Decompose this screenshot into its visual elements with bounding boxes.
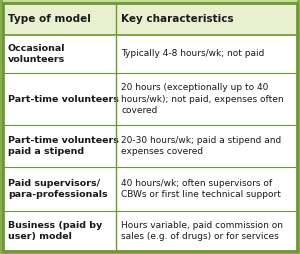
Text: Part-time volunteers
paid a stipend: Part-time volunteers paid a stipend [8, 136, 119, 156]
Text: Key characteristics: Key characteristics [121, 14, 234, 24]
Text: Typically 4-8 hours/wk; not paid: Typically 4-8 hours/wk; not paid [121, 50, 265, 58]
Bar [3, 167, 116, 211]
Bar [3, 0, 297, 3]
Bar [116, 3, 297, 35]
Bar [116, 73, 297, 125]
Text: Paid supervisors/
para-professionals: Paid supervisors/ para-professionals [8, 179, 108, 199]
Bar [3, 125, 116, 167]
Text: 40 hours/wk; often supervisors of
CBWs or first line technical support: 40 hours/wk; often supervisors of CBWs o… [121, 179, 281, 199]
Bar [116, 125, 297, 167]
Bar [116, 167, 297, 211]
Text: Hours variable, paid commission on
sales (e.g. of drugs) or for services: Hours variable, paid commission on sales… [121, 221, 283, 241]
Text: Type of model: Type of model [8, 14, 91, 24]
Text: 20-30 hours/wk; paid a stipend and
expenses covered: 20-30 hours/wk; paid a stipend and expen… [121, 136, 281, 156]
Text: Business (paid by
user) model: Business (paid by user) model [8, 221, 102, 241]
Text: Part-time volunteers: Part-time volunteers [8, 94, 119, 103]
Bar [3, 35, 116, 73]
Text: Occasional
volunteers: Occasional volunteers [8, 44, 65, 65]
Bar [3, 3, 116, 35]
Bar [116, 35, 297, 73]
Text: 20 hours (exceptionally up to 40
hours/wk); not paid, expenses often
covered: 20 hours (exceptionally up to 40 hours/w… [121, 83, 284, 115]
Bar [3, 211, 116, 251]
Bar [3, 73, 116, 125]
Bar [116, 211, 297, 251]
